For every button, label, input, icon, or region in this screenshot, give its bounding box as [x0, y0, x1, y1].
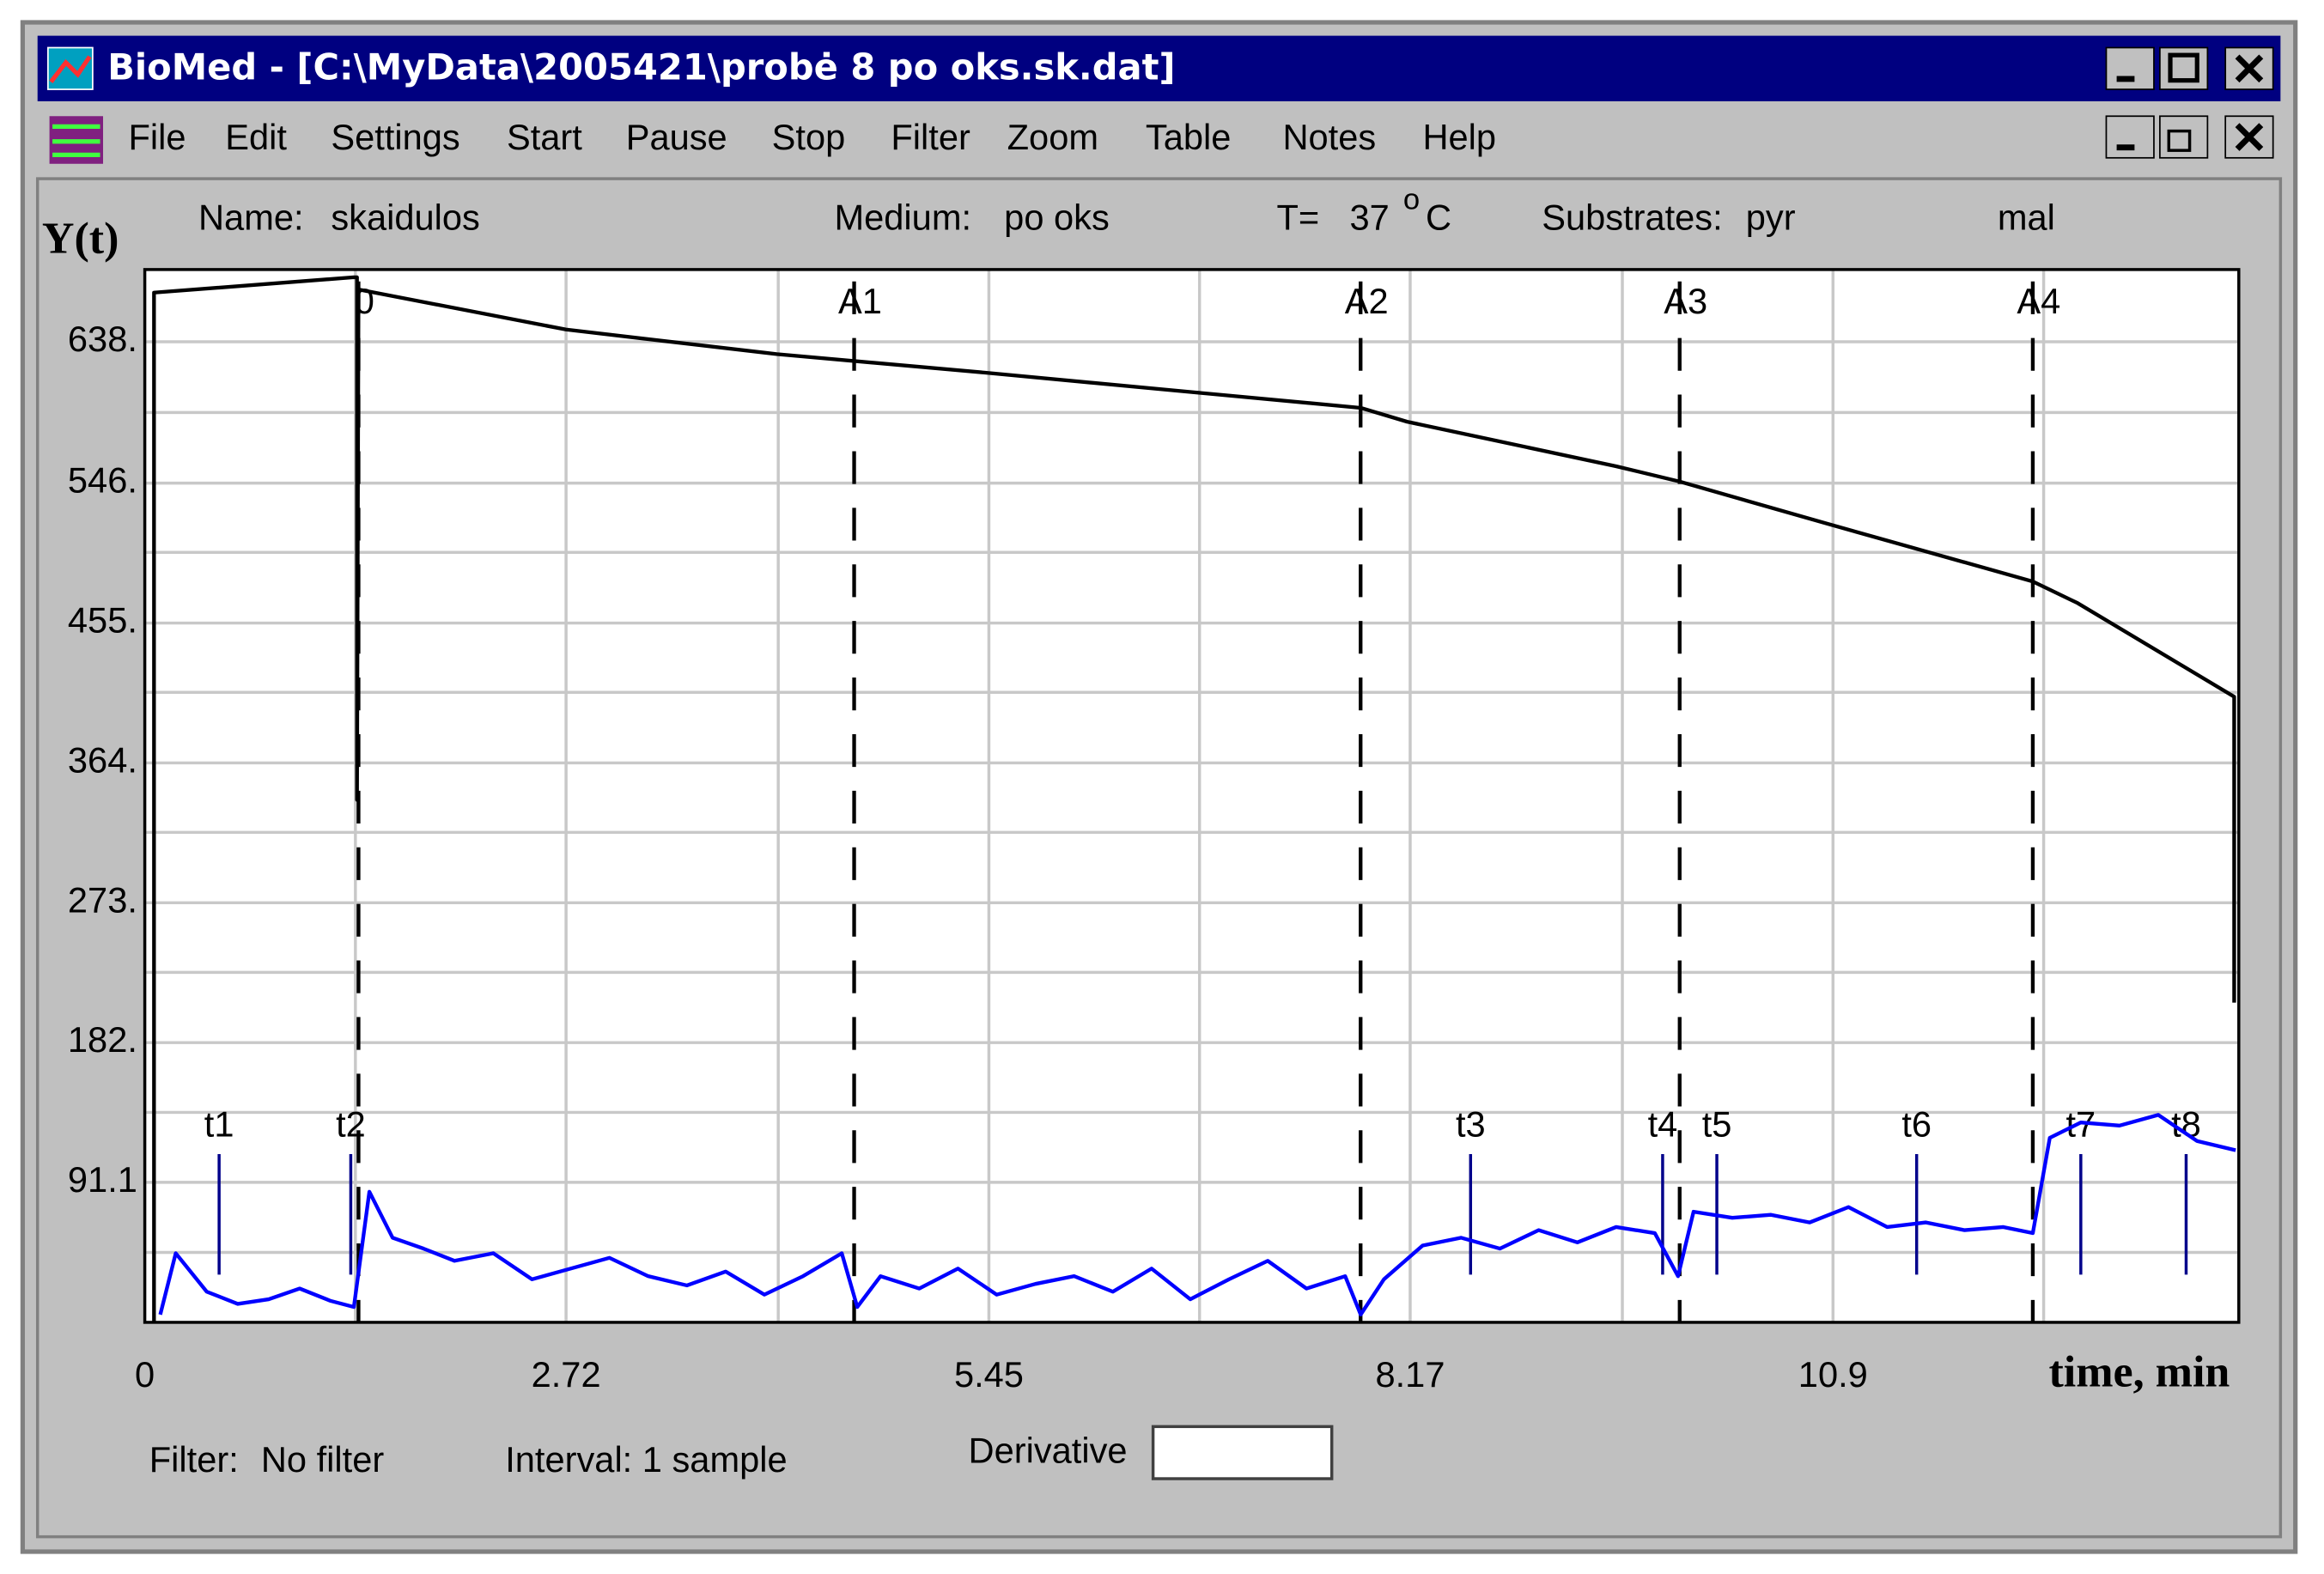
data-line: [158, 1113, 2236, 1317]
y-tick-label: 546.: [68, 460, 137, 501]
y-tick-label: 455.: [68, 600, 137, 641]
menu-item[interactable]: Help: [1422, 117, 1496, 157]
y-axis-title: Y(t): [42, 215, 119, 264]
time-label: t3: [1456, 1104, 1486, 1145]
chart-layer: 0 2.72 5.45 8.17 10.9 91.1 182. 273. 364. 455. 546…: [68, 269, 2239, 1395]
y-tick-label: 364.: [68, 739, 137, 780]
substrate: pyr: [1746, 198, 1796, 238]
menu-item[interactable]: Notes: [1282, 117, 1376, 157]
y-tick-label: 273.: [68, 879, 137, 920]
derivative-input[interactable]: [1151, 1425, 1334, 1480]
doc-icon-glyph: [52, 124, 100, 157]
temp-degree: o: [1403, 183, 1420, 216]
title-bar: [37, 35, 2281, 101]
x-axis-title: time, min: [2048, 1347, 2230, 1396]
event-label: A4: [2017, 281, 2060, 321]
medium-value: po oks: [1004, 198, 1110, 238]
time-label: t1: [204, 1104, 234, 1145]
x-tick-label: 8.17: [1375, 1354, 1445, 1395]
menu-item[interactable]: Stop: [772, 117, 846, 157]
doc-restore-glyph: [2167, 129, 2192, 152]
substrates-label: Substrates:: [1542, 198, 1722, 238]
substrate: mal: [1998, 198, 2055, 238]
data-line: [152, 275, 2236, 1322]
menu-bar: [37, 104, 2281, 176]
window-controls[interactable]: [2105, 46, 2274, 90]
plot-area: [144, 269, 2239, 1322]
filter-label: Filter:: [149, 1439, 239, 1480]
doc-close-glyph: [2235, 123, 2264, 151]
time-label: t8: [2171, 1104, 2201, 1145]
menu-item[interactable]: Pause: [626, 117, 727, 157]
time-label: t5: [1702, 1104, 1732, 1145]
plot-frame: [143, 268, 2241, 1324]
menu-item[interactable]: File: [128, 117, 186, 157]
event-label: A1: [838, 281, 882, 321]
app-icon-glyph: [49, 55, 92, 83]
y-tick-label: 91.1: [68, 1159, 137, 1200]
time-label: t4: [1648, 1104, 1678, 1145]
menu-item[interactable]: Filter: [891, 117, 970, 157]
menu-item[interactable]: Start: [507, 117, 582, 157]
event-label: A2: [1345, 281, 1389, 321]
doc-minimize-button[interactable]: [2105, 115, 2155, 159]
event-label: A3: [1664, 281, 1707, 321]
name-label: Name:: [198, 198, 304, 238]
window-title: BioMed - [C:\MyData\2005421\probė 8 po o…: [107, 46, 1175, 88]
temp-value: 37: [1350, 198, 1390, 238]
filter-value: No filter: [261, 1439, 385, 1480]
x-tick-label: 0: [135, 1354, 155, 1395]
maximize-glyph: [2168, 52, 2199, 83]
mdi-controls[interactable]: [2105, 115, 2274, 159]
interval-text: Interval: 1 sample: [505, 1439, 787, 1480]
close-glyph: [2235, 54, 2264, 83]
minimize-button[interactable]: [2105, 46, 2155, 90]
temp-label: T=: [1277, 198, 1320, 238]
menu-item[interactable]: Edit: [225, 117, 287, 157]
name-value: skaidulos: [331, 198, 479, 238]
x-tick-label: 5.45: [954, 1354, 1024, 1395]
menu-item[interactable]: Settings: [331, 117, 459, 157]
y-tick-label: 182.: [68, 1019, 137, 1060]
derivative-label: Derivative: [969, 1431, 1128, 1471]
menu-item[interactable]: Zoom: [1007, 117, 1098, 157]
temp-unit: C: [1426, 198, 1451, 238]
time-label: t6: [1901, 1104, 1932, 1145]
y-tick-label: 638.: [68, 319, 137, 359]
menu-item[interactable]: Table: [1146, 117, 1231, 157]
x-tick-label: 2.72: [532, 1354, 601, 1395]
time-label: t2: [336, 1104, 366, 1145]
x-tick-label: 10.9: [1798, 1354, 1868, 1395]
medium-label: Medium:: [834, 198, 971, 238]
